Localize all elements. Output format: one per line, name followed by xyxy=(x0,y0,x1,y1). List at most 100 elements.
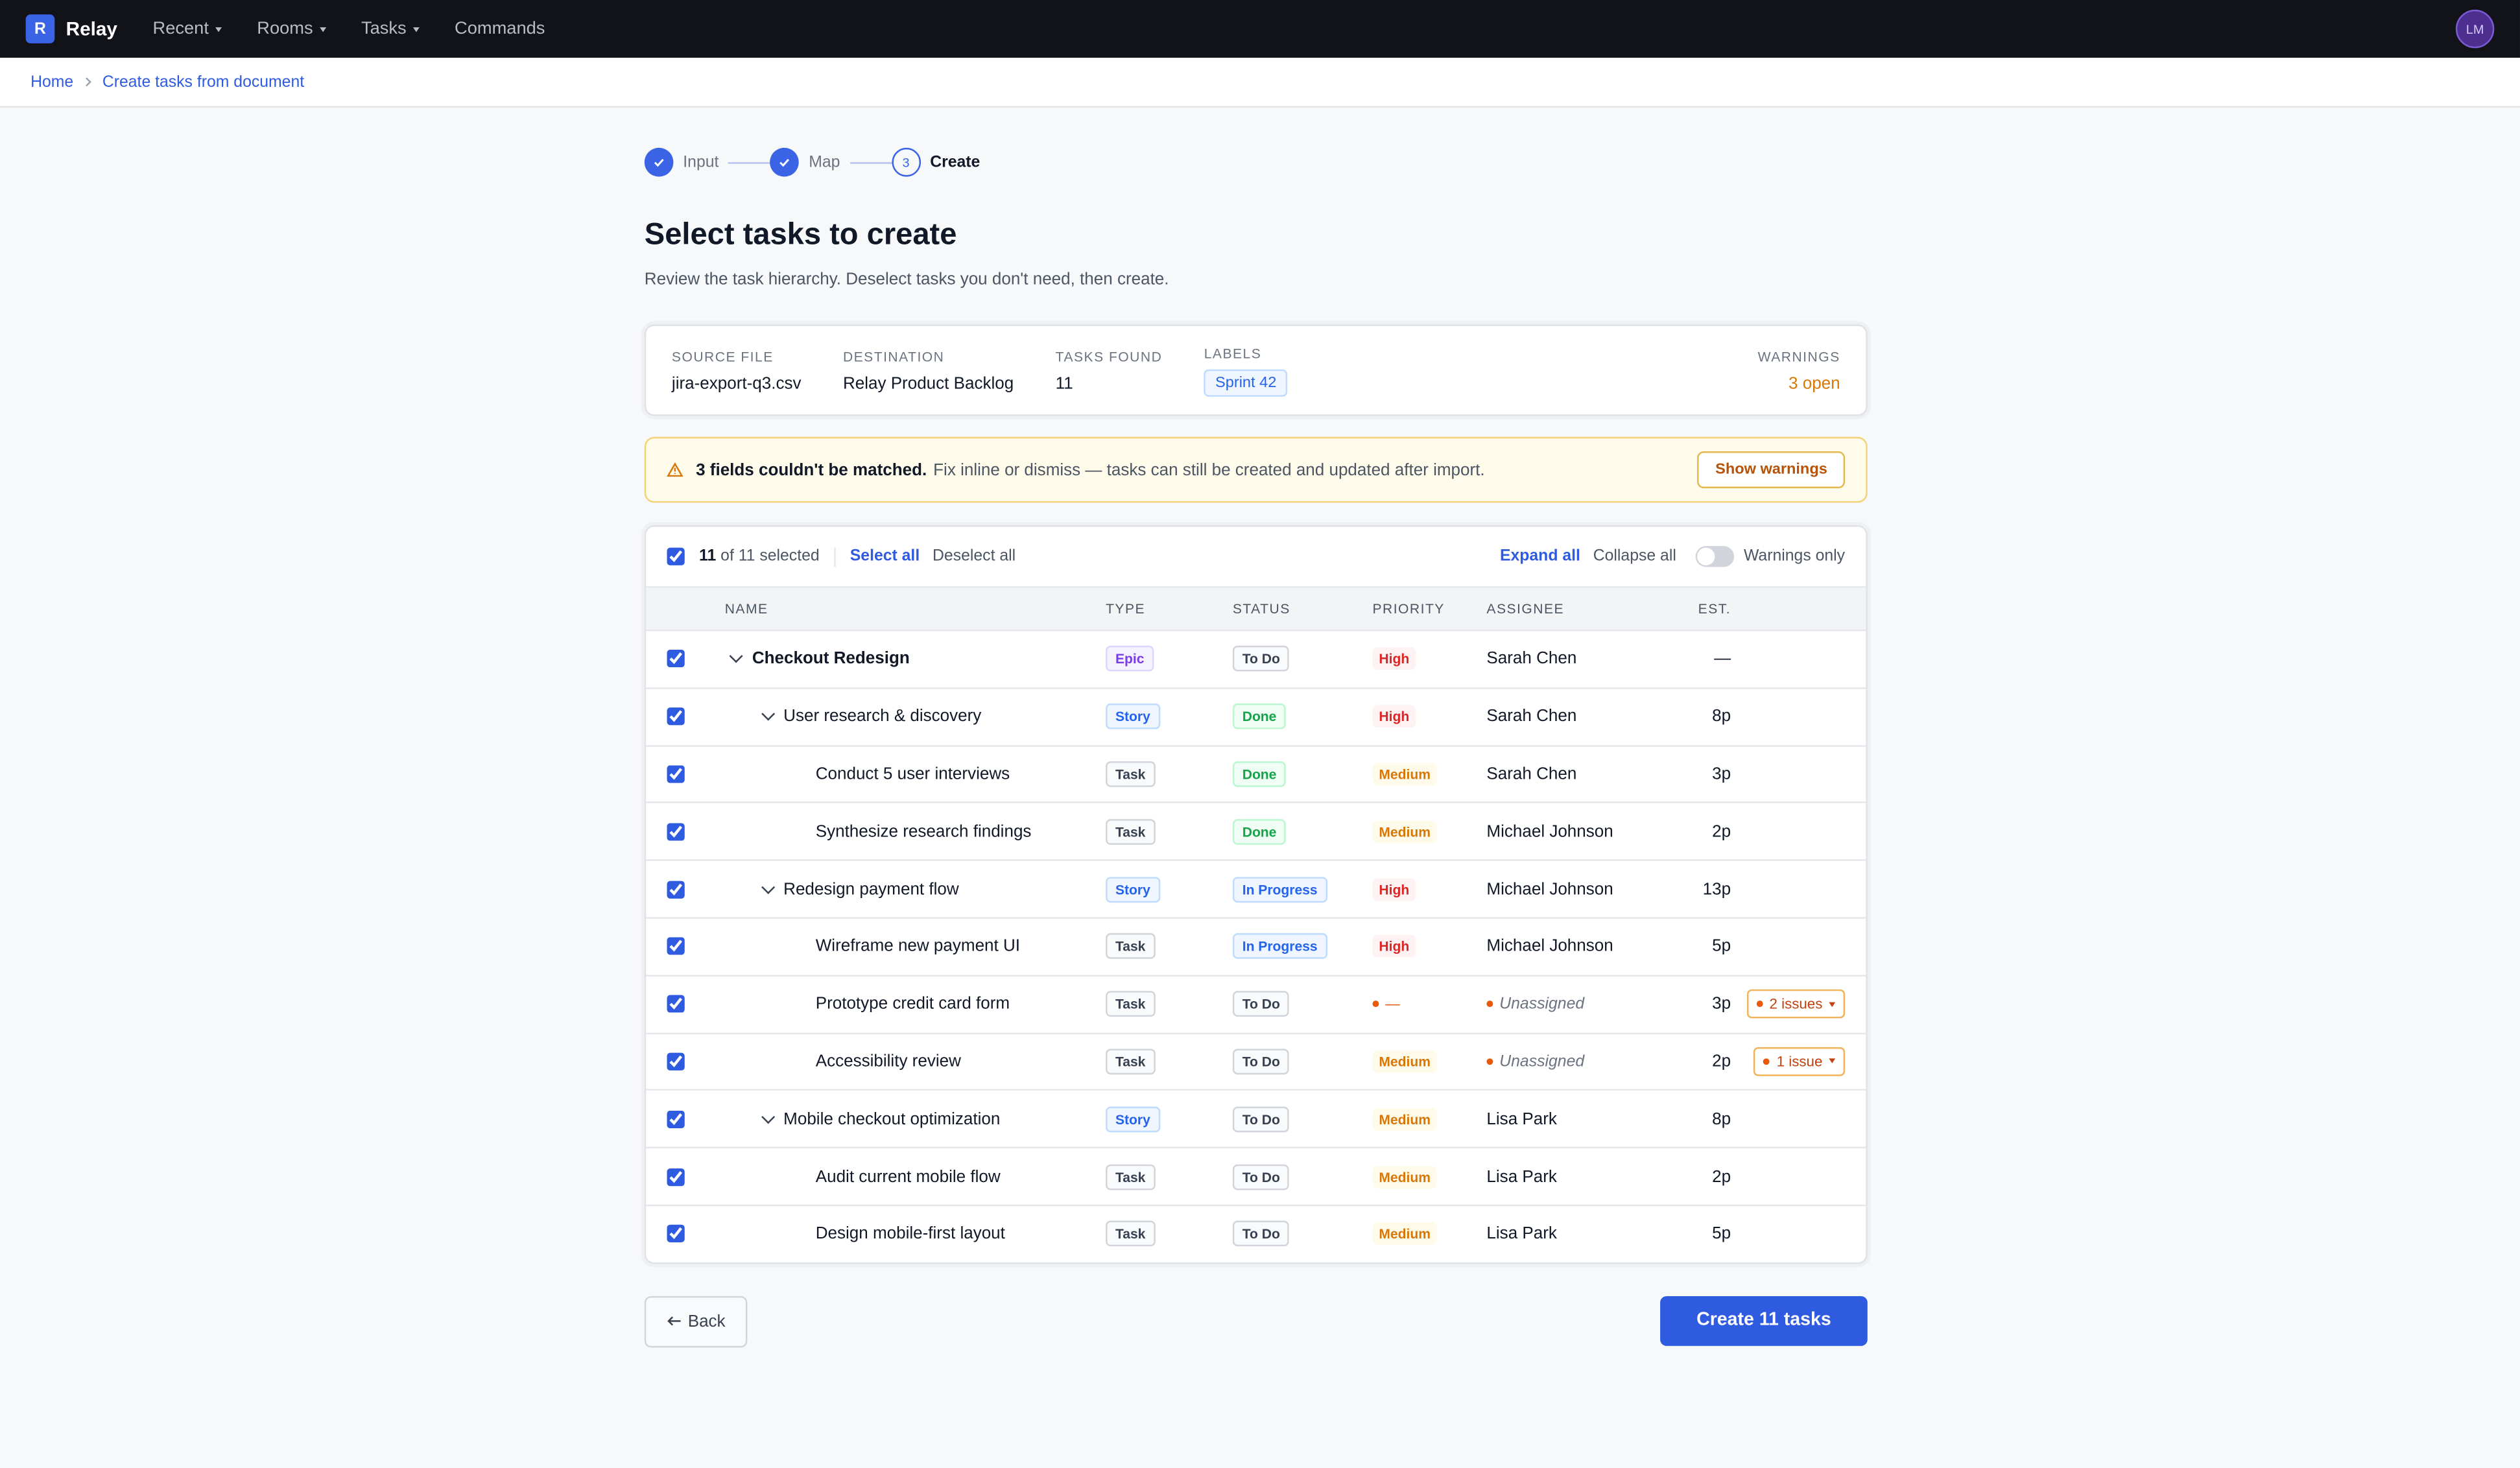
estimate: — xyxy=(1714,649,1731,669)
toolbar: 11 of 11 selected Select all Deselect al… xyxy=(646,527,1866,588)
task-row: Redesign payment flow Story In Progress Hig… xyxy=(646,861,1866,919)
nav-menu[interactable]: Recent xyxy=(153,19,222,38)
row-checkbox[interactable] xyxy=(667,822,685,841)
avatar[interactable]: LM xyxy=(2455,9,2495,49)
field-label: TASKS FOUND xyxy=(1055,348,1163,364)
expand-caret[interactable] xyxy=(760,707,774,721)
row-checkbox[interactable] xyxy=(667,938,685,956)
task-row: User research & discovery Story Done High Sa… xyxy=(646,689,1866,746)
warning-banner: 3 fields couldn't be matched. Fix inline… xyxy=(644,436,1868,503)
select-all[interactable]: Select all xyxy=(850,547,920,565)
back-button[interactable]: Back xyxy=(644,1296,748,1347)
column-header: EST. xyxy=(1698,600,1731,617)
task-row: Synthesize research findings Task Done Medi… xyxy=(646,803,1866,862)
estimate: 3p xyxy=(1712,994,1731,1014)
banner-bold: 3 fields couldn't be matched. xyxy=(696,460,927,480)
step-circle xyxy=(770,147,800,177)
task-name: Redesign payment flow xyxy=(783,879,959,899)
expand-caret[interactable] xyxy=(729,650,743,664)
show-warnings-button[interactable]: Show warnings xyxy=(1697,451,1846,489)
task-name: User research & discovery xyxy=(783,707,982,727)
warning-icon xyxy=(667,462,683,477)
row-checkbox[interactable] xyxy=(667,765,685,783)
status-badge: Done xyxy=(1232,818,1287,845)
row-checkbox[interactable] xyxy=(667,650,685,669)
warn-dot xyxy=(1763,1058,1770,1065)
issues-text: 2 issues xyxy=(1769,996,1823,1012)
table-header: NAME TYPE STATUS PRIORITY ASSIGNEE EST. xyxy=(646,587,1866,632)
select-all-checkbox[interactable] xyxy=(667,547,685,565)
table-body: Checkout Redesign Epic To Do High Sarah Chen… xyxy=(646,631,1866,1262)
task-name: Mobile checkout optimization xyxy=(783,1109,1001,1129)
status-badge: To Do xyxy=(1232,1106,1290,1132)
field-label: LABELS xyxy=(1204,344,1262,361)
collapse-all[interactable]: Collapse all xyxy=(1593,547,1676,565)
row-checkbox[interactable] xyxy=(667,1167,685,1186)
page-title: Select tasks to create xyxy=(644,218,957,252)
priority-badge: High xyxy=(1372,877,1416,901)
warn-dot xyxy=(1756,1000,1763,1008)
priority-text: — xyxy=(1385,996,1400,1012)
nav-menu[interactable]: Rooms xyxy=(257,19,326,39)
menu-label: Rooms xyxy=(257,19,313,39)
row-checkbox[interactable] xyxy=(667,707,685,726)
priority-missing: — xyxy=(1372,995,1400,1014)
issues-badge[interactable]: 2 issues xyxy=(1746,989,1846,1019)
crumb[interactable]: Create tasks from document xyxy=(102,73,305,91)
type-badge: Task xyxy=(1106,1163,1156,1190)
field-value: 11 xyxy=(1055,373,1073,393)
priority-badge: High xyxy=(1372,935,1416,958)
divider xyxy=(833,547,836,567)
task-row: Wireframe new payment UI Task In Progress H… xyxy=(646,919,1866,977)
deselect-all[interactable]: Deselect all xyxy=(933,547,1016,565)
type-badge: Epic xyxy=(1106,646,1154,672)
issues-badge[interactable]: 1 issue xyxy=(1753,1047,1846,1076)
banner-text: Fix inline or dismiss — tasks can still … xyxy=(933,460,1485,480)
summary-card: SOURCE FILE jira-export-q3.csv DESTINATION… xyxy=(644,324,1868,416)
estimate: 2p xyxy=(1712,1166,1731,1187)
step-label: Map xyxy=(809,153,840,171)
warnings-toggle[interactable] xyxy=(1695,546,1735,567)
expand-caret[interactable] xyxy=(760,879,774,894)
row-checkbox[interactable] xyxy=(667,1052,685,1071)
priority-badge: High xyxy=(1372,648,1416,670)
summary-field: SOURCE FILE jira-export-q3.csv xyxy=(672,348,802,392)
row-checkbox[interactable] xyxy=(667,1225,685,1243)
label-tags: Sprint 42 xyxy=(1204,361,1288,396)
warn-dot xyxy=(1486,1058,1493,1065)
expand-caret[interactable] xyxy=(760,1109,774,1124)
label-tag[interactable]: Sprint 42 xyxy=(1204,368,1288,396)
field-value: 3 open xyxy=(1789,373,1840,393)
task-row: Checkout Redesign Epic To Do High Sarah Chen… xyxy=(646,631,1866,689)
row-checkbox[interactable] xyxy=(667,995,685,1013)
assignee: Sarah Chen xyxy=(1486,707,1577,727)
footer: Back Create 11 tasks xyxy=(644,1296,1868,1347)
menu-label: Tasks xyxy=(361,19,407,39)
row-checkbox[interactable] xyxy=(667,880,685,898)
crumb[interactable]: Home xyxy=(30,73,74,91)
type-badge: Task xyxy=(1106,934,1156,960)
brand[interactable]: Relay xyxy=(65,18,117,40)
logo[interactable]: R xyxy=(25,14,55,43)
menu-caret xyxy=(412,26,420,32)
task-name: Checkout Redesign xyxy=(752,649,910,669)
menu-caret xyxy=(215,26,222,32)
task-table: 11 of 11 selected Select all Deselect al… xyxy=(644,525,1868,1264)
create-button[interactable]: Create 11 tasks xyxy=(1660,1296,1868,1346)
estimate: 2p xyxy=(1712,822,1731,842)
assignee: Michael Johnson xyxy=(1486,879,1613,899)
nav-link[interactable]: Commands xyxy=(455,19,545,39)
task-name: Prototype credit card form xyxy=(815,994,1010,1014)
field-label: DESTINATION xyxy=(842,348,945,364)
priority-badge: Medium xyxy=(1372,1165,1437,1188)
status-badge: To Do xyxy=(1232,1221,1290,1248)
menu-caret xyxy=(319,26,326,32)
breadcrumb: Home Create tasks from document xyxy=(0,58,2520,108)
estimate: 8p xyxy=(1712,1109,1731,1129)
nav-menu[interactable]: Tasks xyxy=(361,19,420,39)
assignee-missing: Unassigned xyxy=(1486,995,1584,1013)
step-connector xyxy=(728,161,770,163)
subtitle: Review the task hierarchy. Deselect task… xyxy=(644,270,1169,289)
expand-all[interactable]: Expand all xyxy=(1499,547,1580,565)
row-checkbox[interactable] xyxy=(667,1110,685,1128)
